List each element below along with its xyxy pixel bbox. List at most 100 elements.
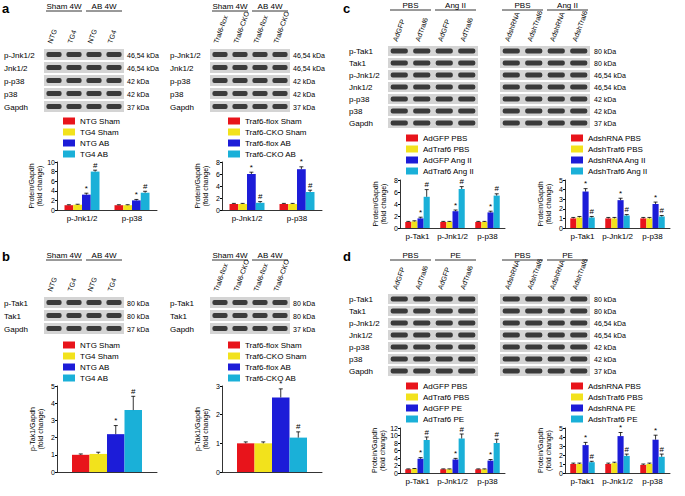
svg-text:Jnk1/2: Jnk1/2 <box>349 331 373 340</box>
svg-text:AdTraf6 Ang II: AdTraf6 Ang II <box>423 167 474 176</box>
svg-text:NTG Sham: NTG Sham <box>80 341 120 350</box>
svg-text:p-p38: p-p38 <box>170 77 191 86</box>
svg-text:Gapdh: Gapdh <box>170 103 194 112</box>
svg-text:Gapdh: Gapdh <box>170 325 194 334</box>
svg-text:37 kDa: 37 kDa <box>293 326 315 333</box>
svg-text:*: * <box>489 202 492 211</box>
svg-text:3: 3 <box>559 196 563 203</box>
svg-text:5: 5 <box>51 383 55 390</box>
svg-text:0: 0 <box>559 470 563 477</box>
svg-text:p-p38: p-p38 <box>287 214 308 223</box>
svg-text:AdshRNA PBS: AdshRNA PBS <box>588 382 641 391</box>
svg-text:Gapdh: Gapdh <box>4 103 28 112</box>
svg-text:46,54 kDa: 46,54 kDa <box>594 84 626 91</box>
svg-text:*: * <box>619 189 622 198</box>
svg-text:*: * <box>654 426 657 435</box>
svg-text:TG4 AB: TG4 AB <box>80 374 108 383</box>
svg-text:Sham 4W: Sham 4W <box>212 2 248 11</box>
svg-text:Protein/Gapdh: Protein/Gapdh <box>537 428 545 473</box>
svg-text:TG4: TG4 <box>66 277 77 292</box>
svg-text:#: # <box>589 207 594 216</box>
svg-text:TG4 AB: TG4 AB <box>80 150 108 159</box>
svg-text:8: 8 <box>394 440 398 447</box>
svg-text:2: 2 <box>394 213 398 220</box>
svg-text:Protein/Gapdh: Protein/Gapdh <box>28 163 36 208</box>
svg-text:#: # <box>589 452 594 461</box>
svg-text:#: # <box>424 180 429 189</box>
svg-text:80 kDa: 80 kDa <box>594 296 616 303</box>
svg-text:46,54 kDa: 46,54 kDa <box>127 65 159 72</box>
svg-text:6: 6 <box>51 178 55 185</box>
svg-text:*: * <box>584 179 587 188</box>
svg-text:80 kDa: 80 kDa <box>127 313 149 320</box>
svg-text:NTG AB: NTG AB <box>80 363 109 372</box>
svg-text:0: 0 <box>216 207 220 214</box>
svg-text:2: 2 <box>559 205 563 212</box>
svg-text:AdGFP: AdGFP <box>392 266 407 290</box>
svg-text:p-Tak1: p-Tak1 <box>170 299 195 308</box>
svg-text:Traf6-flox: Traf6-flox <box>252 262 269 292</box>
svg-text:Gapdh: Gapdh <box>349 367 373 376</box>
svg-text:Gapdh: Gapdh <box>4 325 28 334</box>
svg-text:*: * <box>85 184 88 193</box>
svg-text:AdshRNA: AdshRNA <box>549 259 566 291</box>
svg-text:Ang II: Ang II <box>557 1 578 10</box>
svg-text:2: 2 <box>51 434 55 441</box>
svg-text:AB 4W: AB 4W <box>258 251 283 260</box>
svg-text:*: * <box>584 433 587 442</box>
svg-text:AdshTraf6 Ang II: AdshTraf6 Ang II <box>588 167 647 176</box>
svg-text:2: 2 <box>394 462 398 469</box>
svg-text:p-Tak1: p-Tak1 <box>570 232 595 241</box>
svg-text:3: 3 <box>216 383 220 390</box>
svg-text:NTG: NTG <box>46 276 58 292</box>
svg-text:AdshTraf6 PE: AdshTraf6 PE <box>588 415 638 424</box>
svg-text:(fold change): (fold change) <box>379 430 387 471</box>
svg-text:10: 10 <box>390 432 398 439</box>
svg-text:PBS: PBS <box>402 1 418 10</box>
svg-text:(fold change): (fold change) <box>545 184 553 225</box>
svg-text:42 kDa: 42 kDa <box>594 356 616 363</box>
svg-text:d: d <box>343 249 351 264</box>
svg-text:Traf6-flox: Traf6-flox <box>212 14 229 44</box>
svg-text:1: 1 <box>559 215 563 222</box>
svg-text:PBS: PBS <box>514 251 530 260</box>
svg-text:AdTraf6 PBS: AdTraf6 PBS <box>423 145 469 154</box>
svg-text:4: 4 <box>51 400 55 407</box>
svg-text:p-Jnk1/2: p-Jnk1/2 <box>4 51 35 60</box>
svg-text:TG4 Sham: TG4 Sham <box>80 128 119 137</box>
svg-text:5: 5 <box>559 425 563 432</box>
svg-text:4: 4 <box>559 186 563 193</box>
svg-text:6: 6 <box>394 447 398 454</box>
svg-text:0: 0 <box>559 225 563 232</box>
svg-text:4: 4 <box>51 187 55 194</box>
svg-text:*: * <box>279 379 282 388</box>
svg-text:2: 2 <box>216 195 220 202</box>
svg-text:#: # <box>624 445 629 454</box>
svg-text:37 kDa: 37 kDa <box>594 368 616 375</box>
svg-text:AdTraf6: AdTraf6 <box>459 17 474 43</box>
svg-text:AdshTraf6 PBS: AdshTraf6 PBS <box>588 145 643 154</box>
svg-text:p-Jnk1/2: p-Jnk1/2 <box>349 71 380 80</box>
svg-text:p-p38: p-p38 <box>642 232 663 241</box>
svg-text:p-p38: p-p38 <box>477 232 498 241</box>
svg-text:TG4 Sham: TG4 Sham <box>80 352 119 361</box>
svg-text:3: 3 <box>559 443 563 450</box>
svg-text:(fold change): (fold change) <box>545 430 553 471</box>
svg-text:80 kDa: 80 kDa <box>127 300 149 307</box>
svg-text:0: 0 <box>216 469 220 476</box>
svg-text:*: * <box>135 190 138 199</box>
svg-text:AB 4W: AB 4W <box>258 2 283 11</box>
svg-text:AdshRNA: AdshRNA <box>504 11 521 43</box>
svg-text:0: 0 <box>394 225 398 232</box>
svg-text:(fold change): (fold change) <box>37 409 45 450</box>
svg-text:46,54 kDa: 46,54 kDa <box>594 72 626 79</box>
svg-text:AdshRNA PE: AdshRNA PE <box>588 404 636 413</box>
svg-text:37 kDa: 37 kDa <box>127 326 149 333</box>
svg-text:*: * <box>454 449 457 458</box>
svg-text:Tak1: Tak1 <box>349 307 366 316</box>
svg-text:Tak1: Tak1 <box>170 312 187 321</box>
svg-text:37 kDa: 37 kDa <box>293 104 315 111</box>
svg-text:#: # <box>459 177 464 186</box>
svg-text:(fold change): (fold change) <box>202 166 210 207</box>
svg-text:p-Jnk1/2: p-Jnk1/2 <box>67 214 98 223</box>
